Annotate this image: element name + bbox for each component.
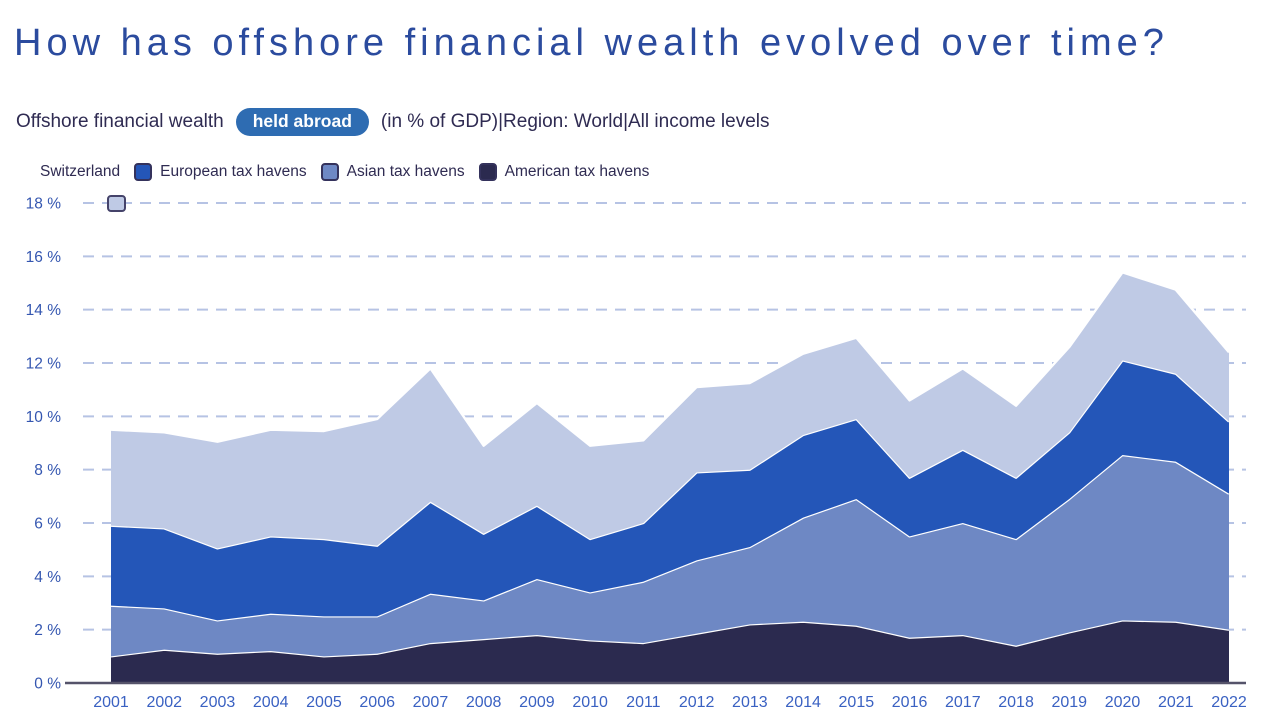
chart-subtitle: Offshore financial wealth held abroad (i…: [16, 108, 770, 136]
x-tick-label-2010: 2010: [572, 694, 608, 711]
x-tick-label-2011: 2011: [626, 694, 661, 711]
area-series: [110, 271, 1230, 683]
x-tick-label-2002: 2002: [146, 694, 182, 711]
page-title: How has offshore financial wealth evolve…: [14, 22, 1169, 64]
x-tick-label-2009: 2009: [519, 694, 555, 711]
x-tick-label-2019: 2019: [1051, 694, 1087, 711]
legend-swatch-european-tax-havens: [134, 163, 153, 181]
area-asian-tax-havens[interactable]: [111, 455, 1229, 657]
x-tick-label-2021: 2021: [1158, 694, 1194, 711]
x-tick-label-2020: 2020: [1105, 694, 1141, 711]
x-tick-label-2013: 2013: [732, 694, 768, 711]
x-tick-label-2016: 2016: [892, 694, 928, 711]
x-tick-label-2006: 2006: [359, 694, 395, 711]
subtitle-prefix: Offshore financial wealth: [16, 110, 224, 132]
x-axis-labels: 2001 2002 2003 2004 2005 2006 2007 2008 2009 2010…: [93, 694, 1247, 711]
x-tick-label-2004: 2004: [253, 694, 289, 711]
x-tick-label-2003: 2003: [200, 694, 236, 711]
legend-label-asian-tax-havens: Asian tax havens: [346, 163, 465, 180]
held-abroad-toggle[interactable]: held abroad: [235, 108, 369, 136]
y-tick-label-10: 10 %: [26, 409, 62, 426]
legend-swatch-american-tax-havens: [478, 163, 497, 181]
legend-label-switzerland: Switzerland: [40, 163, 121, 180]
y-tick-label-18: 18 %: [26, 196, 62, 213]
x-tick-label-2017: 2017: [945, 694, 981, 711]
x-tick-label-2001: 2001: [93, 694, 129, 711]
y-tick-label-6: 6 %: [34, 516, 61, 533]
legend-swatch-asian-tax-havens: [320, 163, 339, 181]
chart-legend: Switzerland European tax havens Asian ta…: [40, 163, 649, 181]
y-axis-labels: 0 % 2 % 4 % 6 % 8 % 10 % 12 % 14 % 16 % 18 %: [26, 196, 62, 693]
x-tick-label-2012: 2012: [679, 694, 715, 711]
legend-label-european-tax-havens: European tax havens: [160, 163, 307, 180]
legend-item-switzerland[interactable]: Switzerland: [40, 163, 120, 181]
y-tick-label-2: 2 %: [34, 622, 61, 639]
y-tick-label-0: 0 %: [34, 676, 61, 693]
y-tick-label-4: 4 %: [34, 569, 61, 586]
area-european-tax-havens[interactable]: [111, 360, 1229, 621]
y-tick-label-12: 12 %: [26, 356, 62, 373]
y-tick-label-16: 16 %: [26, 249, 62, 266]
legend-swatch-switzerland[interactable]: [107, 195, 126, 212]
x-tick-label-2008: 2008: [466, 694, 502, 711]
boundary-switzerland: [110, 271, 1230, 447]
legend-item-asian-tax-havens[interactable]: Asian tax havens: [320, 163, 465, 181]
x-tick-label-2018: 2018: [998, 694, 1034, 711]
legend-label-american-tax-havens: American tax havens: [504, 163, 650, 180]
x-tick-label-2014: 2014: [785, 694, 821, 711]
area-switzerland[interactable]: [111, 272, 1229, 549]
legend-item-american-tax-havens[interactable]: American tax havens: [478, 163, 650, 181]
x-tick-label-2015: 2015: [839, 694, 875, 711]
x-tick-label-2005: 2005: [306, 694, 342, 711]
subtitle-suffix: (in % of GDP)|Region: World|All income l…: [380, 110, 770, 132]
x-tick-label-2007: 2007: [413, 694, 449, 711]
y-tick-label-14: 14 %: [26, 302, 62, 319]
x-tick-label-2022: 2022: [1211, 694, 1247, 711]
y-tick-label-8: 8 %: [34, 462, 61, 479]
legend-item-european-tax-havens[interactable]: European tax havens: [134, 163, 307, 181]
